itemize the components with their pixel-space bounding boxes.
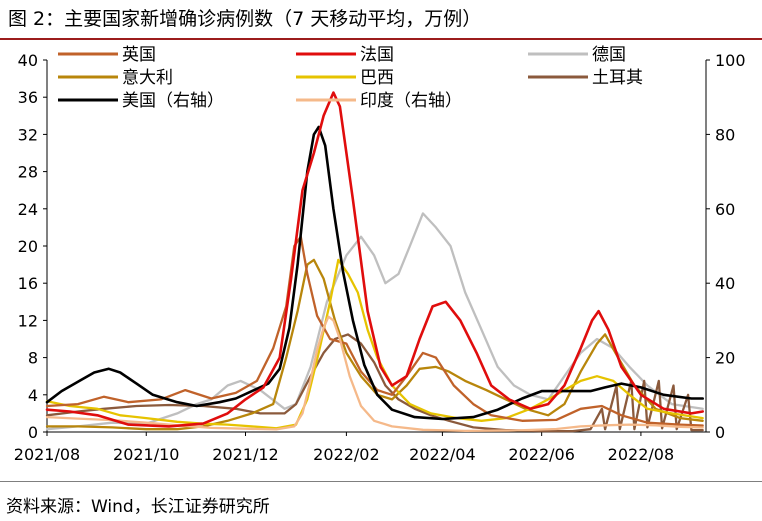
- y-right-tick-label: 0: [715, 423, 725, 442]
- y-left-tick-label: 36: [18, 88, 38, 107]
- y-right-tick-label: 60: [715, 200, 735, 219]
- y-left-tick-label: 16: [18, 274, 38, 293]
- y-right-tick-label: 100: [715, 51, 746, 70]
- legend-label-italy: 意大利: [122, 68, 173, 88]
- x-tick-label: 2022/02: [313, 445, 379, 464]
- y-left-tick-label: 4: [28, 386, 38, 405]
- title-divider: [0, 38, 762, 40]
- y-right-tick-label: 80: [715, 125, 735, 144]
- x-tick-label: 2022/08: [608, 445, 674, 464]
- legend-label-india: 印度（右轴）: [360, 91, 462, 111]
- legend-label-uk: 英国: [122, 45, 156, 65]
- x-tick-label: 2021/12: [212, 445, 278, 464]
- x-tick-label: 2022/04: [409, 445, 475, 464]
- legend-label-turkey: 土耳其: [592, 68, 643, 88]
- y-left-tick-label: 12: [18, 311, 38, 330]
- x-tick-label: 2022/06: [508, 445, 574, 464]
- y-left-tick-label: 8: [28, 349, 38, 368]
- series-line-india: [45, 315, 704, 433]
- series-line-usa: [45, 125, 704, 421]
- source-divider: [0, 481, 762, 482]
- y-left-tick-label: 20: [18, 237, 38, 256]
- legend-label-usa: 美国（右轴）: [122, 91, 224, 111]
- y-left-tick-label: 40: [18, 51, 38, 70]
- legend-label-brazil: 巴西: [360, 68, 394, 88]
- chart-series-lines: [45, 91, 704, 433]
- y-right-tick-label: 40: [715, 274, 735, 293]
- y-left-tick-label: 24: [18, 200, 38, 219]
- y-right-tick-label: 20: [715, 349, 735, 368]
- series-line-france: [45, 91, 704, 428]
- series-line-turkey: [45, 333, 704, 433]
- chart-title: 图 2：主要国家新增确诊病例数（7 天移动平均，万例）: [8, 8, 482, 30]
- y-left-tick-label: 28: [18, 163, 38, 182]
- series-line-italy: [45, 258, 704, 431]
- y-left-tick-label: 32: [18, 125, 38, 144]
- chart-canvas: 0 4 8 12 16 20 24 28 32 36 40 0 20 40 60 80 100 2021/08 20…: [14, 45, 746, 464]
- x-tick-label: 2021/10: [113, 445, 179, 464]
- chart-axes: 0 4 8 12 16 20 24 28 32 36 40 0 20 40 60 80 100 2021/08 20…: [14, 51, 746, 464]
- legend-label-france: 法国: [360, 45, 394, 65]
- legend-label-germany: 德国: [592, 45, 626, 65]
- series-line-uk: [45, 235, 704, 427]
- series-line-brazil: [45, 258, 704, 430]
- x-tick-label: 2021/08: [14, 445, 80, 464]
- source-note: 资料来源：Wind，长江证券研究所: [6, 497, 270, 517]
- y-left-tick-label: 0: [28, 423, 38, 442]
